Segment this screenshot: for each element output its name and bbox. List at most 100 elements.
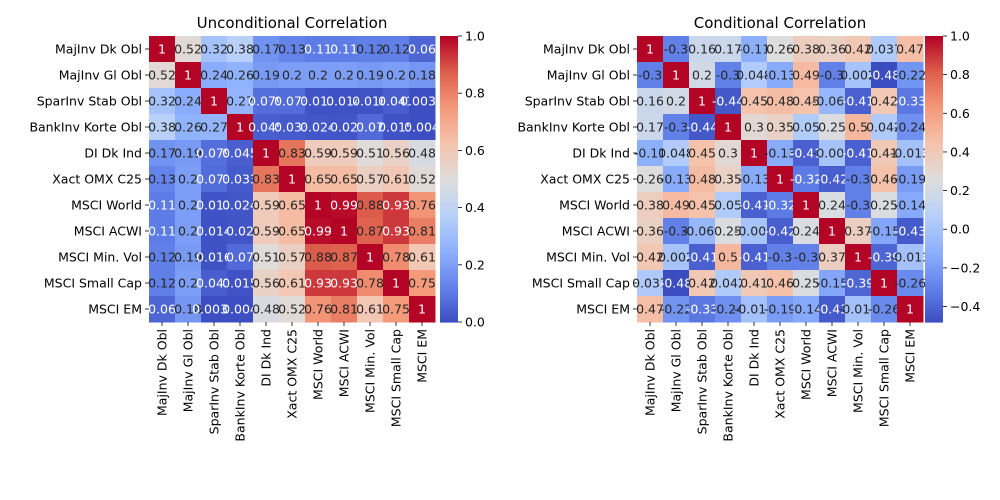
cell-value-label: 0.02 bbox=[330, 120, 358, 135]
colorbar-segment bbox=[925, 260, 943, 264]
colorbar-segment bbox=[440, 240, 458, 244]
heatmap-cell bbox=[689, 140, 716, 167]
heatmap-cell bbox=[897, 114, 924, 141]
cell-value-label: 0.38 bbox=[636, 198, 664, 213]
heatmap-cell bbox=[253, 192, 280, 219]
colorbar-segment bbox=[440, 302, 458, 306]
heatmap-cell bbox=[331, 218, 358, 245]
cell-value-label: 1 bbox=[288, 172, 296, 187]
cell-value-label: 0.41 bbox=[740, 276, 768, 291]
heatmap-cell bbox=[409, 62, 436, 89]
colorbar-segment bbox=[440, 295, 458, 299]
cell-value-label: 0.99 bbox=[304, 224, 332, 239]
colorbar-segment bbox=[925, 52, 943, 56]
colorbar-segment bbox=[440, 155, 458, 159]
colorbar-segment bbox=[440, 271, 458, 275]
colorbar-segment bbox=[440, 229, 458, 233]
cell-value-label: -0.41 bbox=[686, 250, 718, 265]
heatmap-cell bbox=[227, 88, 254, 115]
colorbar-segment bbox=[925, 207, 943, 211]
colorbar-segment bbox=[440, 150, 458, 154]
cell-value-label: 1 bbox=[184, 68, 192, 83]
cell-value-label: -0.3 bbox=[664, 120, 688, 135]
y-tick-label: MSCI ACWI bbox=[74, 224, 142, 239]
cell-value-label: 0.36 bbox=[818, 42, 846, 57]
heatmap-cell bbox=[409, 192, 436, 219]
cell-value-label: 0.05 bbox=[792, 120, 820, 135]
heatmap-cell bbox=[819, 218, 846, 245]
cell-value-label: 0.47 bbox=[636, 302, 664, 317]
heatmap-cell bbox=[383, 62, 410, 89]
cell-value-label: 0.26 bbox=[636, 172, 664, 187]
heatmap-cell bbox=[331, 36, 358, 63]
heatmap-cell bbox=[409, 166, 436, 193]
x-tick-label: MSCI Small Cap bbox=[877, 329, 892, 427]
heatmap-cell bbox=[201, 244, 228, 271]
cell-value-label: 0.61 bbox=[382, 172, 410, 187]
heatmap-cell bbox=[357, 270, 384, 297]
heatmap-cell bbox=[663, 114, 690, 141]
cell-value-label: -0.44 bbox=[686, 120, 718, 135]
heatmap-cell bbox=[871, 114, 898, 141]
x-tick-label: Xact OMX C25 bbox=[285, 329, 300, 419]
cell-value-label: 0.073 bbox=[274, 94, 310, 109]
heatmap-cell bbox=[175, 244, 202, 271]
colorbar-segment bbox=[925, 145, 943, 149]
colorbar-segment bbox=[925, 267, 943, 271]
colorbar-segment bbox=[925, 133, 943, 137]
colorbar-segment bbox=[440, 52, 458, 56]
cell-value-label: 0.11 bbox=[304, 42, 332, 57]
heatmap-cell bbox=[253, 88, 280, 115]
cell-value-label: 0.5 bbox=[848, 120, 868, 135]
cell-value-label: 0.57 bbox=[278, 250, 306, 265]
heatmap-cell bbox=[819, 62, 846, 89]
heatmap-cell bbox=[149, 218, 176, 245]
heatmap-cell bbox=[819, 296, 846, 323]
cell-value-label: 0.014 bbox=[326, 94, 362, 109]
heatmap-cell bbox=[383, 192, 410, 219]
colorbar-segment bbox=[440, 47, 458, 51]
heatmap-cell bbox=[253, 270, 280, 297]
cell-value-label: 0.32 bbox=[148, 94, 176, 109]
heatmap-cell bbox=[175, 114, 202, 141]
colorbar-segment bbox=[440, 281, 458, 285]
cell-value-label: 0.19 bbox=[356, 68, 384, 83]
colorbar-segment bbox=[440, 112, 458, 116]
heatmap-cell bbox=[279, 296, 306, 323]
colorbar-segment bbox=[440, 140, 458, 144]
heatmap-cell bbox=[715, 62, 742, 89]
colorbar-segment bbox=[925, 143, 943, 147]
colorbar-segment bbox=[925, 105, 943, 109]
heatmap-cell bbox=[637, 114, 664, 141]
colorbar-segment bbox=[925, 248, 943, 252]
colorbar-segment bbox=[925, 217, 943, 221]
cell-value-label: 0.004 bbox=[222, 302, 258, 317]
heatmap-cell bbox=[689, 88, 716, 115]
heatmap-cell bbox=[845, 62, 872, 89]
colorbar-segment bbox=[925, 200, 943, 204]
cell-value-label: -0.33 bbox=[894, 94, 926, 109]
heatmap-cell bbox=[305, 114, 332, 141]
cell-value-label: 0.37 bbox=[818, 250, 846, 265]
heatmap-cell bbox=[663, 166, 690, 193]
heatmap-cell bbox=[149, 62, 176, 89]
cell-value-label: 0.25 bbox=[818, 120, 846, 135]
colorbar-segment bbox=[925, 50, 943, 54]
colorbar-segment bbox=[440, 102, 458, 106]
heatmap-cell bbox=[897, 62, 924, 89]
colorbar-segment bbox=[925, 157, 943, 161]
cell-value-label: 0.27 bbox=[200, 120, 228, 135]
heatmap-cell bbox=[175, 140, 202, 167]
heatmap-cell bbox=[357, 114, 384, 141]
cell-value-label: 0.014 bbox=[196, 224, 232, 239]
heatmap-cell bbox=[897, 192, 924, 219]
heatmap-cell bbox=[149, 140, 176, 167]
cell-value-label: 0.93 bbox=[382, 198, 410, 213]
cell-value-label: -0.26 bbox=[894, 276, 926, 291]
heatmap-cell bbox=[715, 114, 742, 141]
cell-value-label: 0.52 bbox=[174, 42, 202, 57]
y-tick-label: Xact OMX C25 bbox=[540, 172, 630, 187]
cell-value-label: 0.75 bbox=[408, 276, 436, 291]
heatmap-cell bbox=[871, 296, 898, 323]
heatmap-cell bbox=[305, 296, 332, 323]
